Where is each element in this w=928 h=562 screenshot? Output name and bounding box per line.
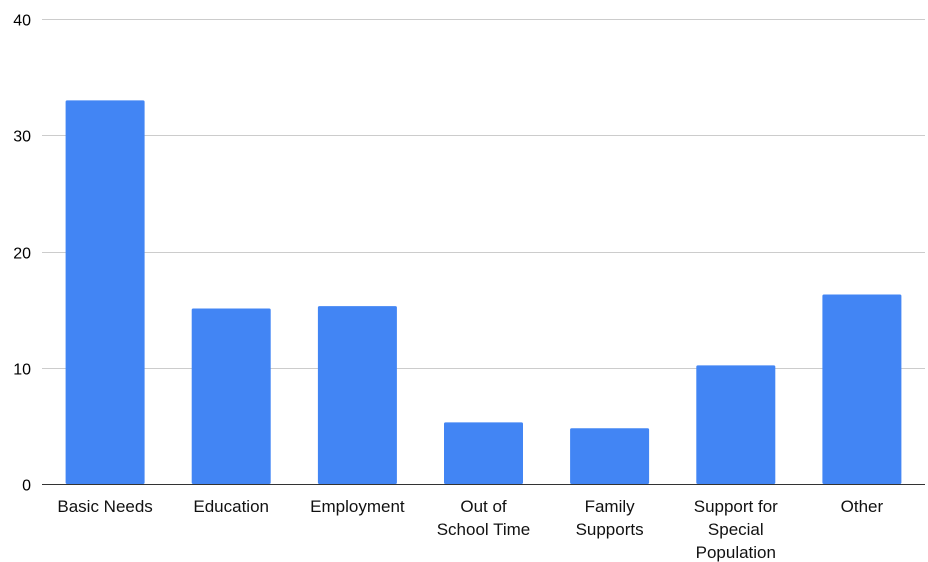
bar [570,428,650,484]
bar [444,422,523,484]
x-category-label: Supports [576,520,644,539]
x-category-label: Special [708,520,764,539]
x-category-label: Other [841,497,884,516]
bar [317,306,397,484]
bar [822,294,902,484]
gridlines [42,19,925,369]
bars [65,100,902,485]
bar [65,100,145,485]
bar [191,308,271,484]
y-tick-label: 20 [13,246,31,263]
y-tick-label: 0 [22,478,31,495]
bar [696,365,776,484]
y-tick-label: 40 [13,13,31,30]
x-category-label: Basic Needs [57,497,152,516]
y-tick-label: 30 [13,129,31,146]
x-axis: Basic Needs Education Employment Out of Scho… [42,484,925,562]
x-category-label: Employment [310,497,405,516]
y-tick-label: 10 [13,362,31,379]
x-category-label: Support for [694,497,778,516]
x-category-label: Population [696,543,776,562]
x-category-label: Family [585,497,636,516]
x-category-label: School Time [437,520,531,539]
x-category-label: Education [193,497,269,516]
x-category-label: Out of [460,497,507,516]
y-axis: 0 10 20 30 40 [13,13,31,495]
